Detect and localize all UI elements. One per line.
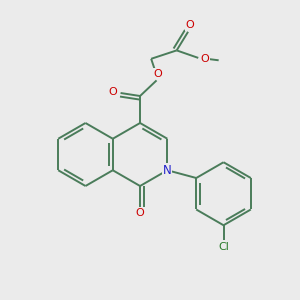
Text: N: N	[163, 164, 172, 177]
Text: O: O	[185, 20, 194, 30]
Text: O: O	[136, 208, 144, 218]
Text: Cl: Cl	[218, 242, 229, 252]
Text: O: O	[109, 86, 117, 97]
Text: O: O	[154, 69, 162, 79]
Text: O: O	[200, 54, 209, 64]
